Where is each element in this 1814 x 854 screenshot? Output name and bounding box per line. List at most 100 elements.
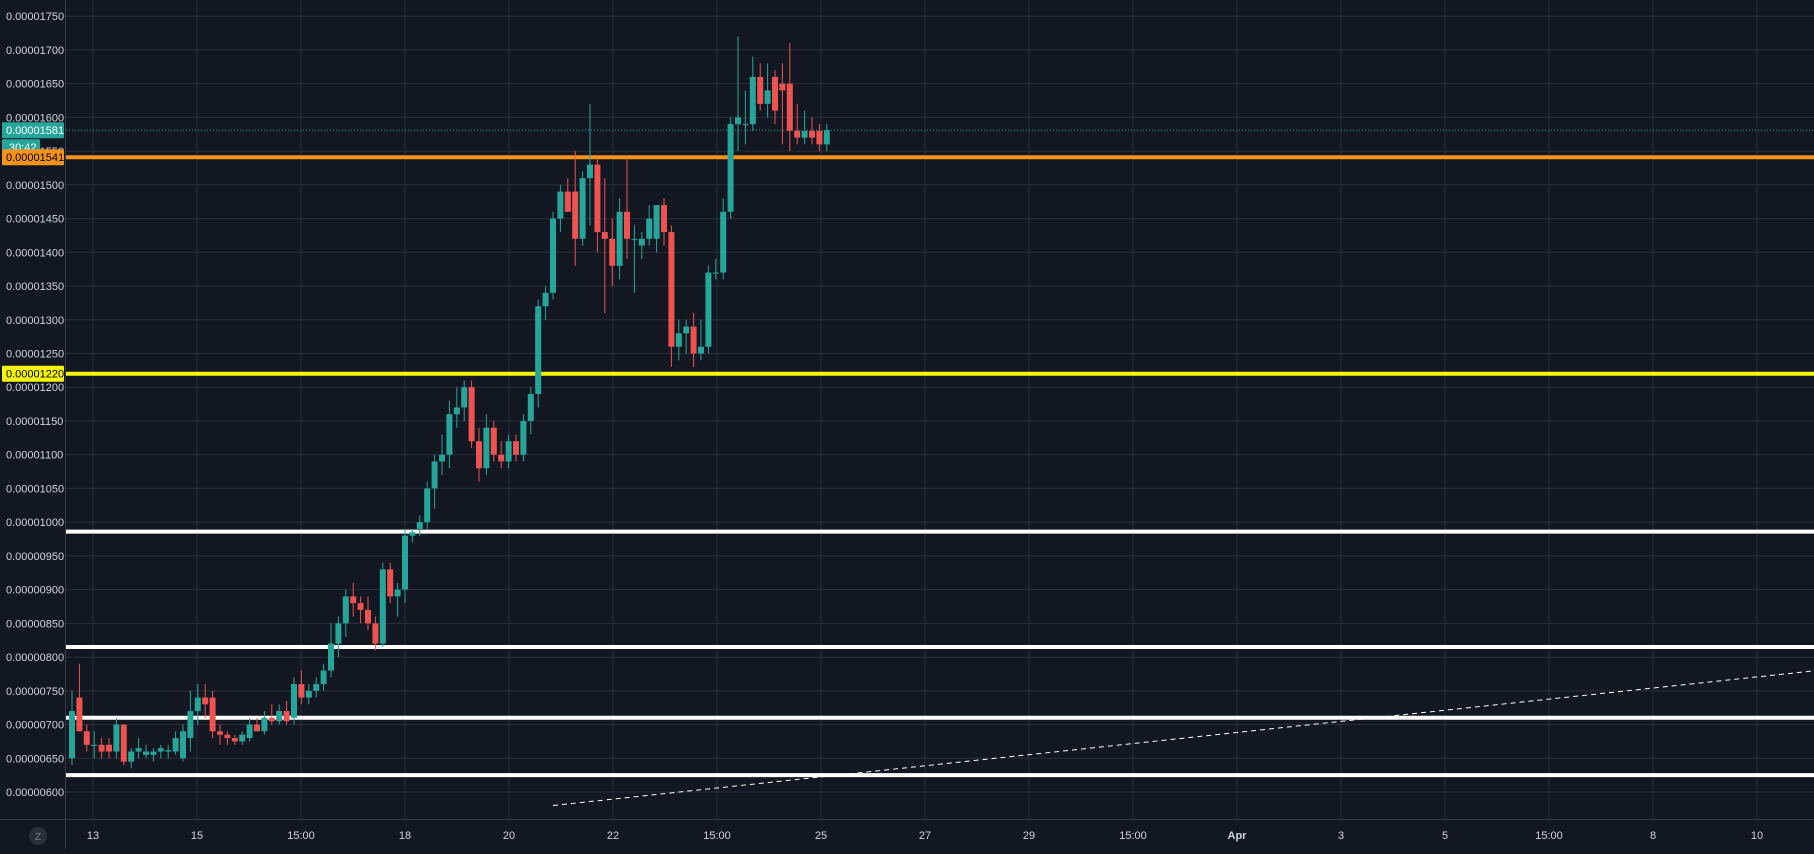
y-tick-label: 0.00001450 bbox=[6, 214, 64, 226]
candle-body bbox=[268, 717, 275, 722]
candle-body bbox=[757, 76, 764, 104]
candle bbox=[268, 704, 275, 725]
candle bbox=[490, 420, 497, 462]
candle bbox=[572, 151, 579, 266]
y-tick-label: 0.00001500 bbox=[6, 180, 64, 192]
candle bbox=[513, 434, 519, 462]
candle bbox=[276, 704, 283, 725]
candle bbox=[535, 299, 542, 408]
candle bbox=[98, 738, 105, 759]
candle bbox=[83, 724, 90, 752]
candle-body bbox=[120, 724, 127, 762]
candle-body bbox=[764, 90, 771, 104]
candle bbox=[698, 319, 704, 361]
candle-body bbox=[587, 164, 593, 179]
candle-body bbox=[261, 717, 268, 732]
candle bbox=[76, 663, 83, 732]
price-axis[interactable]: 0.00000600 0.00000650 0.00000700 0.00000750… bbox=[6, 11, 64, 799]
candle-body bbox=[490, 427, 497, 455]
x-tick-label: 27 bbox=[919, 830, 931, 842]
candle bbox=[557, 184, 564, 233]
candle bbox=[587, 103, 593, 226]
y-tick-label: 0.00001350 bbox=[6, 281, 64, 293]
candle-body bbox=[357, 603, 364, 610]
horizontal-levels bbox=[66, 129, 1814, 778]
candle-body bbox=[76, 697, 83, 732]
y-tick-label: 0.00001200 bbox=[6, 382, 64, 394]
candle bbox=[579, 171, 586, 246]
time-axis[interactable]: 13 15 15:00 18 20 22 15:00 25 27 29 15:00 Apr 3 5 15:0… bbox=[29, 827, 1814, 845]
y-tick-label: 0.00001400 bbox=[6, 247, 64, 259]
candle bbox=[749, 56, 756, 131]
candle bbox=[779, 63, 786, 145]
candle bbox=[106, 738, 112, 759]
candle bbox=[402, 528, 408, 604]
candle-body bbox=[439, 454, 445, 462]
candle-body bbox=[646, 218, 653, 239]
candle bbox=[320, 663, 327, 691]
y-tick-label: 0.00001150 bbox=[6, 416, 63, 428]
candle bbox=[757, 63, 764, 111]
candle bbox=[394, 582, 401, 617]
candle-body bbox=[513, 441, 519, 455]
candle-body bbox=[202, 697, 209, 705]
candle bbox=[668, 225, 675, 367]
x-tick-label: 15:00 bbox=[287, 830, 315, 842]
candle bbox=[705, 265, 712, 354]
candle-body bbox=[668, 232, 675, 347]
candle-body bbox=[180, 731, 186, 759]
candle bbox=[165, 744, 172, 759]
candle-body bbox=[98, 744, 105, 752]
candles bbox=[69, 36, 830, 769]
candle bbox=[498, 441, 505, 469]
candle-body bbox=[135, 748, 142, 752]
candle bbox=[631, 225, 638, 293]
x-tick-label: Apr bbox=[1228, 830, 1248, 842]
candle-body bbox=[616, 211, 623, 266]
last-price-label-text: 0.00001581 bbox=[6, 125, 64, 137]
x-tick-label: 10 bbox=[1751, 830, 1763, 842]
candle-body bbox=[453, 407, 460, 415]
symbol-badge-text: Z bbox=[35, 832, 41, 843]
candle-body bbox=[779, 83, 786, 91]
candle bbox=[712, 259, 719, 280]
candle bbox=[476, 427, 482, 482]
candle bbox=[69, 690, 75, 766]
candle-body bbox=[742, 124, 749, 126]
x-tick-label: 20 bbox=[503, 830, 515, 842]
candle bbox=[135, 738, 142, 759]
x-tick-label: 15:00 bbox=[1535, 830, 1563, 842]
candle-body bbox=[298, 684, 305, 698]
candle bbox=[453, 387, 460, 428]
candle bbox=[379, 562, 386, 647]
candle bbox=[609, 218, 616, 287]
candle bbox=[550, 211, 556, 300]
candle-body bbox=[520, 420, 527, 455]
candle bbox=[675, 319, 682, 361]
candle bbox=[335, 616, 342, 658]
candle bbox=[128, 748, 135, 769]
candle bbox=[809, 117, 815, 145]
candle-body bbox=[823, 130, 830, 145]
candle bbox=[742, 90, 749, 145]
candle-body bbox=[698, 346, 704, 354]
candle bbox=[772, 70, 778, 125]
candle-body bbox=[801, 130, 808, 138]
candle-body bbox=[705, 272, 712, 347]
candle-body bbox=[231, 738, 238, 742]
candle bbox=[172, 731, 179, 755]
candle-body bbox=[749, 76, 756, 125]
candle-body bbox=[291, 684, 297, 718]
candle bbox=[661, 198, 667, 246]
candle-body bbox=[313, 684, 320, 691]
candle bbox=[387, 562, 394, 604]
candle-body bbox=[468, 387, 475, 442]
candle-body bbox=[328, 643, 334, 671]
candle-body bbox=[786, 83, 793, 131]
candle bbox=[305, 684, 312, 705]
candle bbox=[520, 414, 527, 462]
candle-body bbox=[476, 441, 482, 469]
